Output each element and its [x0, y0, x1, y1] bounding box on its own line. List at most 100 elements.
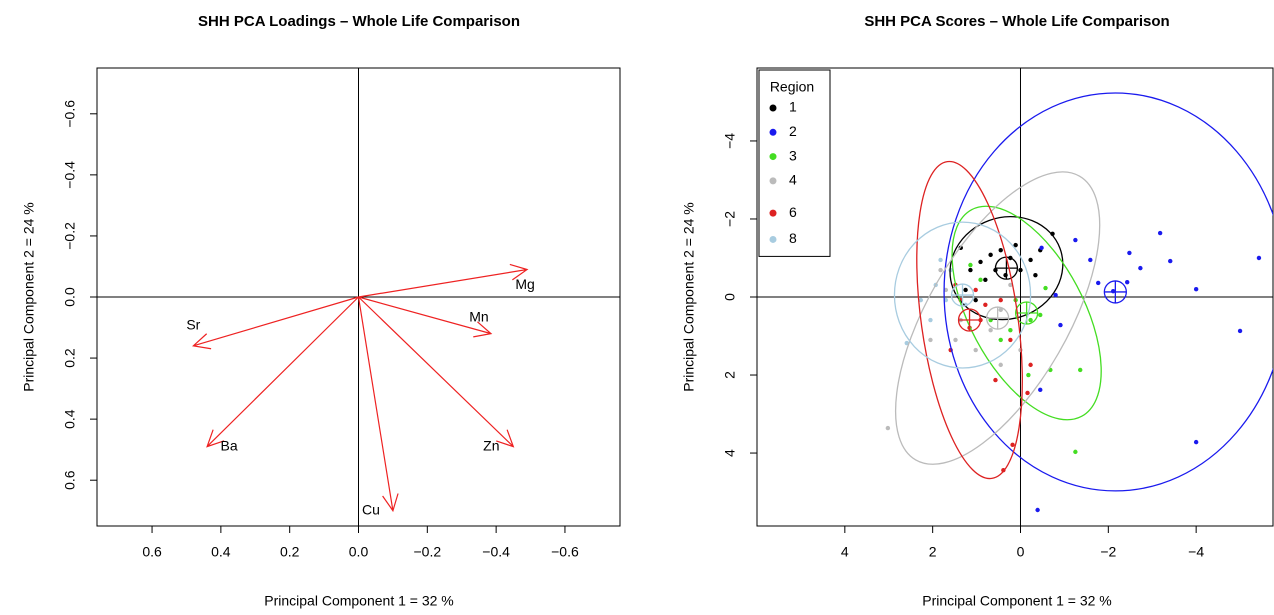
centroid-cross — [958, 309, 981, 332]
x-tick-label: 0 — [1017, 544, 1025, 560]
score-point — [918, 297, 924, 303]
y-tick-label: 0.0 — [62, 287, 78, 307]
score-point — [1053, 292, 1058, 298]
score-point — [885, 425, 891, 431]
score-point — [968, 262, 973, 268]
x-tick-label: −0.6 — [551, 544, 579, 560]
confidence-ellipse — [916, 160, 1023, 480]
score-point — [938, 257, 943, 263]
x-tick-label: −0.2 — [413, 544, 441, 560]
score-point — [1008, 327, 1013, 333]
legend-swatch — [769, 153, 777, 161]
y-tick-label: −2 — [722, 211, 738, 227]
score-point — [978, 259, 983, 265]
score-point — [993, 377, 998, 383]
score-point — [1026, 372, 1031, 378]
arrow-label: Ba — [221, 437, 238, 453]
score-point — [988, 327, 993, 333]
loading-arrow — [206, 296, 359, 448]
chart-title: SHH PCA Scores – Whole Life Comparison — [864, 13, 1169, 30]
legend-label: 4 — [789, 172, 797, 188]
arrow-label: Zn — [483, 437, 499, 453]
legend-box — [758, 69, 831, 257]
y-tick-label: 0.2 — [62, 348, 78, 368]
score-point — [978, 277, 983, 283]
y-tick-label: 2 — [722, 371, 738, 379]
score-point — [998, 362, 1003, 368]
x-tick-label: −0.4 — [482, 544, 510, 560]
score-point — [1018, 267, 1023, 273]
y-axis-label: Principal Component 2 = 24 % — [21, 202, 37, 392]
score-point — [1008, 282, 1013, 288]
score-point — [1039, 245, 1044, 251]
legend: Region 1 2 3 4 6 8 — [758, 69, 831, 257]
y-tick-label: 0 — [722, 293, 738, 301]
loading-arrow — [358, 263, 529, 298]
score-point — [1028, 257, 1033, 263]
score-point — [1157, 230, 1163, 236]
y-tick-label: 0.4 — [62, 409, 78, 429]
score-point — [1028, 362, 1033, 368]
score-point — [963, 287, 968, 293]
centroid-cross — [986, 307, 1009, 330]
y-tick-label: 4 — [722, 449, 738, 457]
score-point — [1125, 279, 1130, 285]
y-tick-label: −0.2 — [62, 222, 78, 250]
x-tick-label: 4 — [841, 544, 849, 560]
x-tick-label: 0.0 — [349, 544, 369, 560]
x-tick-label: 0.4 — [211, 544, 231, 560]
arrow-label: Cu — [362, 501, 380, 517]
score-point — [998, 247, 1003, 253]
legend-swatch — [769, 104, 777, 112]
x-tick-label: 0.6 — [142, 544, 162, 560]
score-point — [968, 267, 973, 273]
y-tick-label: −4 — [722, 133, 738, 149]
score-point — [1043, 285, 1048, 291]
score-point — [1078, 367, 1083, 373]
legend-label: 2 — [789, 123, 797, 139]
score-point — [953, 337, 958, 343]
legend-swatch — [769, 235, 777, 243]
legend-swatch — [769, 128, 777, 136]
score-point — [983, 302, 988, 308]
score-point — [1088, 257, 1093, 263]
loading-arrow — [358, 296, 493, 338]
score-point — [1058, 322, 1063, 328]
centroid-cross — [1104, 280, 1127, 303]
score-point — [1256, 255, 1262, 261]
loading-arrow — [358, 296, 515, 448]
x-tick-label: −4 — [1188, 544, 1204, 560]
legend-swatch — [769, 177, 777, 185]
score-point — [1168, 258, 1173, 264]
legend-swatch — [769, 209, 777, 217]
score-point — [1237, 328, 1243, 334]
loading-arrow — [192, 296, 359, 350]
score-point — [1038, 312, 1043, 318]
score-point — [973, 297, 978, 303]
legend-label: 3 — [789, 147, 797, 163]
y-tick-label: −0.4 — [62, 161, 78, 189]
score-point — [1127, 250, 1132, 256]
arrow-label: Sr — [186, 317, 200, 333]
legend-label: 6 — [789, 204, 797, 220]
score-point — [1050, 231, 1055, 237]
score-point — [998, 337, 1003, 343]
score-point — [928, 337, 933, 343]
chart-title: SHH PCA Loadings – Whole Life Comparison — [198, 13, 520, 30]
confidence-ellipse — [951, 205, 1102, 421]
score-point — [973, 347, 978, 353]
score-point — [1073, 237, 1078, 243]
score-point — [983, 277, 988, 283]
score-point — [1010, 442, 1015, 448]
legend-label: 1 — [789, 99, 797, 115]
score-point — [1008, 337, 1013, 343]
score-point — [1013, 242, 1018, 248]
score-point — [1038, 387, 1043, 393]
x-tick-label: 0.2 — [280, 544, 300, 560]
y-axis-label: Principal Component 2 = 24 % — [681, 202, 697, 392]
score-point — [1138, 265, 1143, 271]
loading-arrow — [357, 296, 399, 513]
score-point — [1003, 272, 1008, 278]
panel: SHH PCA Scores – Whole Life Comparison Pr… — [681, 13, 1274, 609]
confidence-ellipse — [893, 221, 1032, 369]
